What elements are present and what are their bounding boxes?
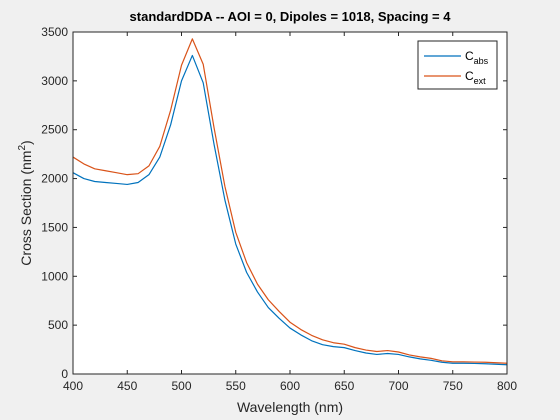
legend-box: [417, 40, 498, 90]
y-axis-label-main: Cross Section (nm: [18, 151, 34, 266]
legend-entry-abs-subscript: abs: [474, 56, 489, 66]
y-tick-label: 1500: [41, 220, 68, 234]
y-tick-label: 2500: [41, 123, 68, 137]
x-tick-label: 750: [443, 379, 463, 393]
y-axis-label-close: ): [18, 140, 34, 145]
x-tick-label: 450: [117, 379, 137, 393]
legend-entry-ext: Cext: [465, 69, 486, 86]
x-axis-label: Wavelength (nm): [237, 399, 343, 415]
series-layer: [72, 38, 508, 366]
x-tick-label: 600: [280, 379, 300, 393]
series-line-ext: [72, 38, 508, 364]
x-tick-label: 400: [63, 379, 83, 393]
y-tick-label: 3500: [41, 25, 68, 39]
series-line-abs: [72, 54, 508, 366]
legend-entry-abs-base: C: [465, 49, 474, 63]
y-tick-label: 3000: [41, 74, 68, 88]
x-tick-label: 650: [334, 379, 354, 393]
x-tick-label: 800: [497, 379, 517, 393]
y-tick-label: 0: [61, 367, 68, 381]
legend-entry-abs: Cabs: [465, 49, 489, 66]
legend-entry-ext-base: C: [465, 69, 474, 83]
y-tick-label: 2000: [41, 172, 68, 186]
chart-title: standardDDA -- AOI = 0, Dipoles = 1018, …: [130, 9, 452, 24]
y-axis-label: Cross Section (nm2): [17, 140, 34, 265]
x-axis-ticks: 400 450 500 550 600 650 700 750 800: [63, 32, 517, 393]
legend-entry-ext-subscript: ext: [474, 76, 487, 86]
x-tick-label: 550: [226, 379, 246, 393]
y-axis-ticks: 0 500 1000 1500 2000 2500 3000 3500: [41, 25, 507, 381]
x-tick-label: 500: [171, 379, 191, 393]
legend: Cabs Cext: [417, 40, 498, 90]
x-tick-label: 700: [388, 379, 408, 393]
y-axis-label-superscript: 2: [17, 145, 28, 151]
y-tick-label: 500: [48, 318, 68, 332]
y-tick-label: 1000: [41, 269, 68, 283]
